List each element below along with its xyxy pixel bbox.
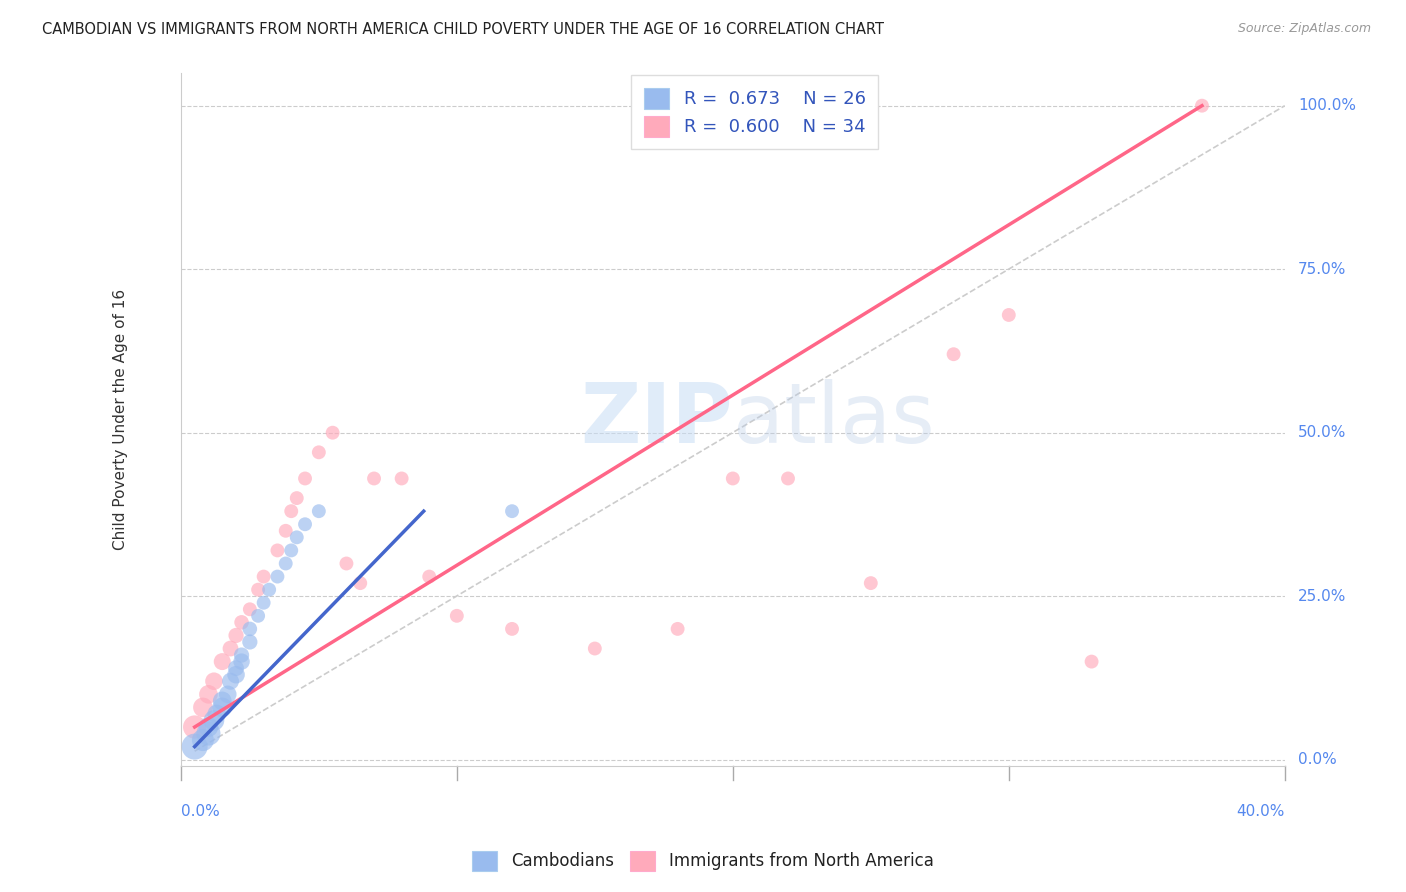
Text: 0.0%: 0.0% bbox=[1298, 752, 1337, 767]
Point bbox=[349, 576, 371, 591]
Point bbox=[363, 471, 385, 485]
Point bbox=[231, 655, 253, 669]
Point bbox=[211, 694, 233, 708]
Point bbox=[1080, 655, 1102, 669]
Text: 75.0%: 75.0% bbox=[1298, 261, 1347, 277]
Point bbox=[211, 655, 233, 669]
Point bbox=[501, 622, 523, 636]
Point bbox=[266, 569, 288, 583]
Point bbox=[776, 471, 799, 485]
Point bbox=[294, 517, 316, 532]
Text: CAMBODIAN VS IMMIGRANTS FROM NORTH AMERICA CHILD POVERTY UNDER THE AGE OF 16 COR: CAMBODIAN VS IMMIGRANTS FROM NORTH AMERI… bbox=[42, 22, 884, 37]
Legend: Cambodians, Immigrants from North America: Cambodians, Immigrants from North Americ… bbox=[464, 842, 942, 880]
Point bbox=[721, 471, 744, 485]
Point bbox=[391, 471, 413, 485]
Point bbox=[211, 700, 233, 714]
Point bbox=[666, 622, 689, 636]
Point bbox=[217, 687, 239, 701]
Point bbox=[294, 471, 316, 485]
Point bbox=[266, 543, 288, 558]
Point bbox=[274, 557, 297, 571]
Point bbox=[280, 543, 302, 558]
Point bbox=[183, 720, 205, 734]
Point bbox=[1191, 98, 1213, 112]
Point bbox=[191, 700, 214, 714]
Point bbox=[197, 687, 219, 701]
Point bbox=[231, 648, 253, 662]
Point bbox=[280, 504, 302, 518]
Point bbox=[257, 582, 280, 597]
Point bbox=[225, 667, 247, 681]
Text: atlas: atlas bbox=[733, 379, 935, 460]
Point bbox=[202, 674, 225, 689]
Text: 100.0%: 100.0% bbox=[1298, 98, 1355, 113]
Text: Source: ZipAtlas.com: Source: ZipAtlas.com bbox=[1237, 22, 1371, 36]
Point bbox=[253, 569, 276, 583]
Text: 50.0%: 50.0% bbox=[1298, 425, 1347, 440]
Text: Child Poverty Under the Age of 16: Child Poverty Under the Age of 16 bbox=[112, 289, 128, 550]
Point bbox=[942, 347, 965, 361]
Point bbox=[205, 706, 228, 721]
Point bbox=[859, 576, 882, 591]
Point bbox=[239, 635, 262, 649]
Text: 25.0%: 25.0% bbox=[1298, 589, 1347, 604]
Point bbox=[231, 615, 253, 630]
Point bbox=[285, 491, 308, 505]
Point bbox=[322, 425, 344, 440]
Point bbox=[197, 720, 219, 734]
Point bbox=[274, 524, 297, 538]
Point bbox=[191, 733, 214, 747]
Point bbox=[418, 569, 440, 583]
Point bbox=[253, 596, 276, 610]
Point bbox=[197, 726, 219, 740]
Point bbox=[247, 608, 270, 623]
Point bbox=[202, 714, 225, 728]
Point bbox=[446, 608, 468, 623]
Text: 40.0%: 40.0% bbox=[1236, 805, 1285, 820]
Point bbox=[183, 739, 205, 754]
Point bbox=[583, 641, 606, 656]
Point bbox=[225, 661, 247, 675]
Point bbox=[247, 582, 270, 597]
Text: ZIP: ZIP bbox=[581, 379, 733, 460]
Legend: R =  0.673    N = 26, R =  0.600    N = 34: R = 0.673 N = 26, R = 0.600 N = 34 bbox=[631, 75, 879, 149]
Point bbox=[501, 504, 523, 518]
Point bbox=[225, 628, 247, 642]
Point bbox=[219, 641, 242, 656]
Point bbox=[285, 530, 308, 544]
Point bbox=[308, 504, 330, 518]
Point bbox=[997, 308, 1019, 322]
Point bbox=[335, 557, 357, 571]
Point bbox=[239, 602, 262, 616]
Point bbox=[219, 674, 242, 689]
Point bbox=[308, 445, 330, 459]
Text: 0.0%: 0.0% bbox=[181, 805, 219, 820]
Point bbox=[239, 622, 262, 636]
